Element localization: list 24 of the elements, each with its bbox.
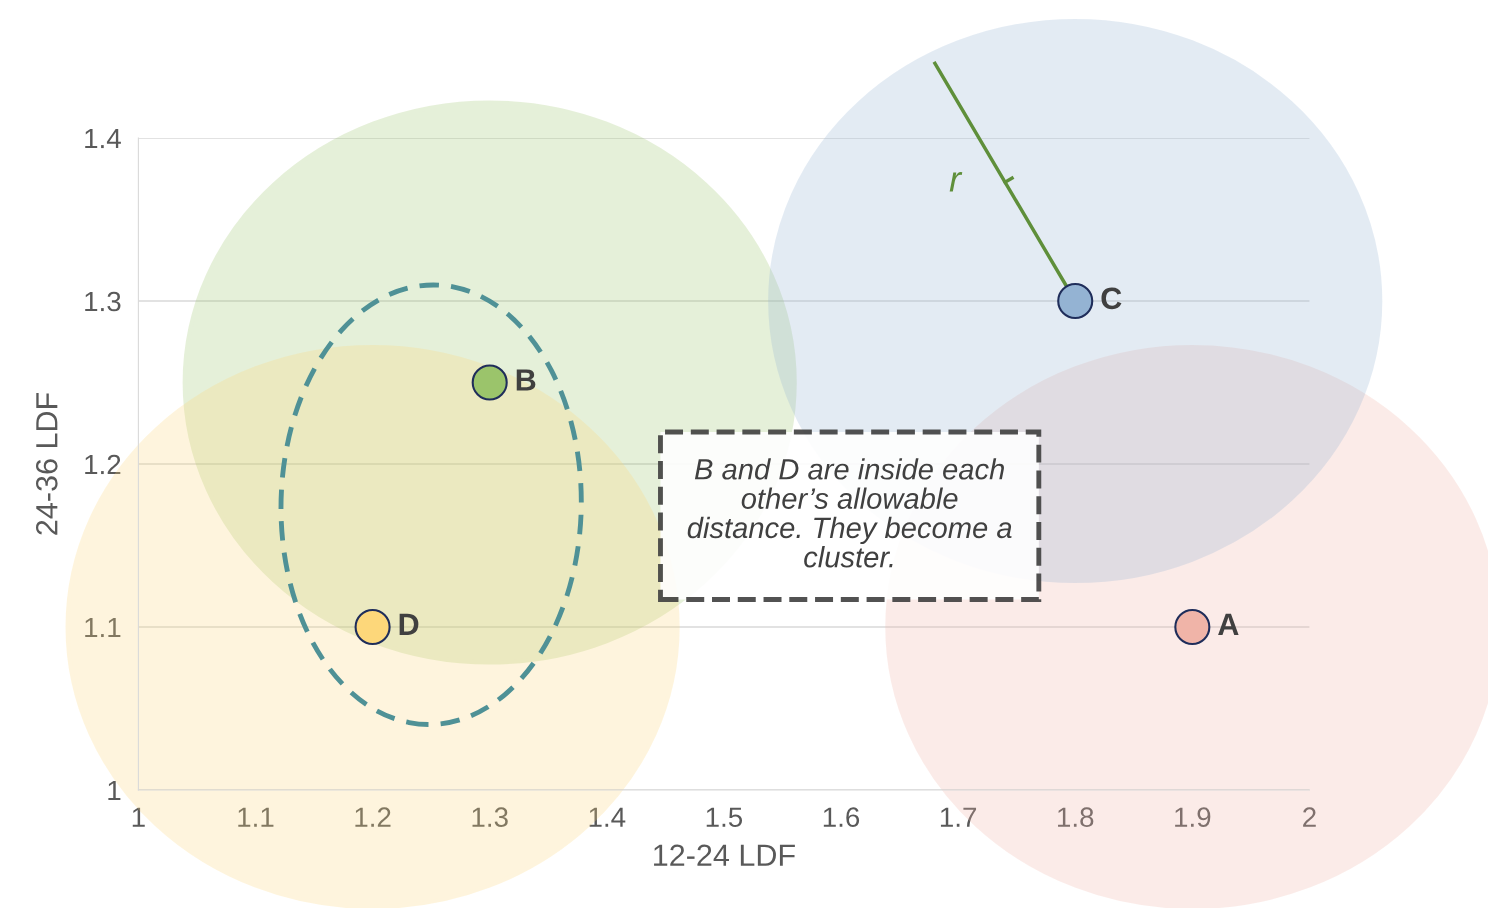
series-label: C [1101,287,1122,310]
x-tick-label: 1.9 [1175,807,1211,828]
x-tick-label: 1.3 [472,807,508,828]
x-tick-label: 1.8 [1058,807,1094,828]
y-tick-label: 1.3 [85,291,121,312]
series-label: D [399,613,419,635]
series-label: A [1218,613,1239,635]
y-tick-label: 1.2 [85,454,121,475]
y-axis-title: 24-36 LDF [35,393,58,535]
x-tick-label: 2 [1303,807,1316,827]
annotation: B and D are inside each other’s allowable distance. They become a cluster. [687,458,1012,568]
x-tick-label: 1 [132,807,145,827]
x-tick-label: 1.2 [355,807,391,827]
y-tick-label: 1.4 [85,128,121,149]
x-tick-label: 1.7 [940,807,977,827]
x-tick-label: 1.5 [706,807,743,828]
x-tick-label: 1.4 [589,807,626,827]
x-axis-title: 12-24 LDF [654,844,795,866]
x-tick-label: 1.1 [238,807,274,827]
series-label: B [516,369,536,391]
y-tick-label: 1 [108,780,121,801]
x-tick-label: 1.6 [823,807,860,828]
y-tick-label: 1.1 [85,617,121,638]
annotation: r [949,172,963,192]
